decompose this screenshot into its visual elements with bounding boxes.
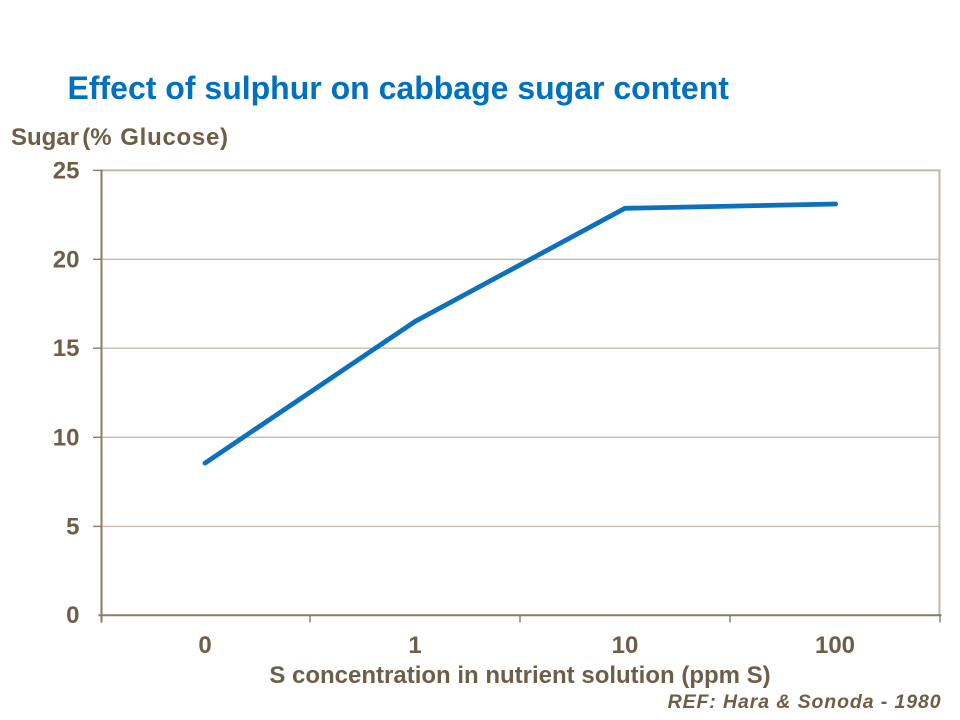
svg-text:10: 10 — [53, 424, 80, 451]
svg-text:S concentration in nutrient so: S concentration in nutrient solution (pp… — [269, 662, 770, 689]
svg-text:Effect of sulphur on cabbage s: Effect of sulphur on cabbage sugar conte… — [68, 70, 730, 106]
svg-text:Sugar(%Glucose): Sugar (% Glucose) — [11, 124, 229, 151]
svg-text:0: 0 — [198, 632, 211, 659]
svg-text:20: 20 — [53, 246, 80, 273]
svg-text:REF: Hara & Sonoda - 1980: REF: Hara & Sonoda - 1980 — [668, 691, 942, 713]
svg-text:5: 5 — [66, 513, 79, 540]
svg-text:100: 100 — [815, 632, 855, 659]
svg-text:25: 25 — [53, 157, 80, 184]
svg-text:10: 10 — [612, 632, 639, 659]
svg-text:0: 0 — [66, 602, 79, 629]
svg-text:1: 1 — [408, 632, 421, 659]
svg-text:15: 15 — [53, 335, 80, 362]
